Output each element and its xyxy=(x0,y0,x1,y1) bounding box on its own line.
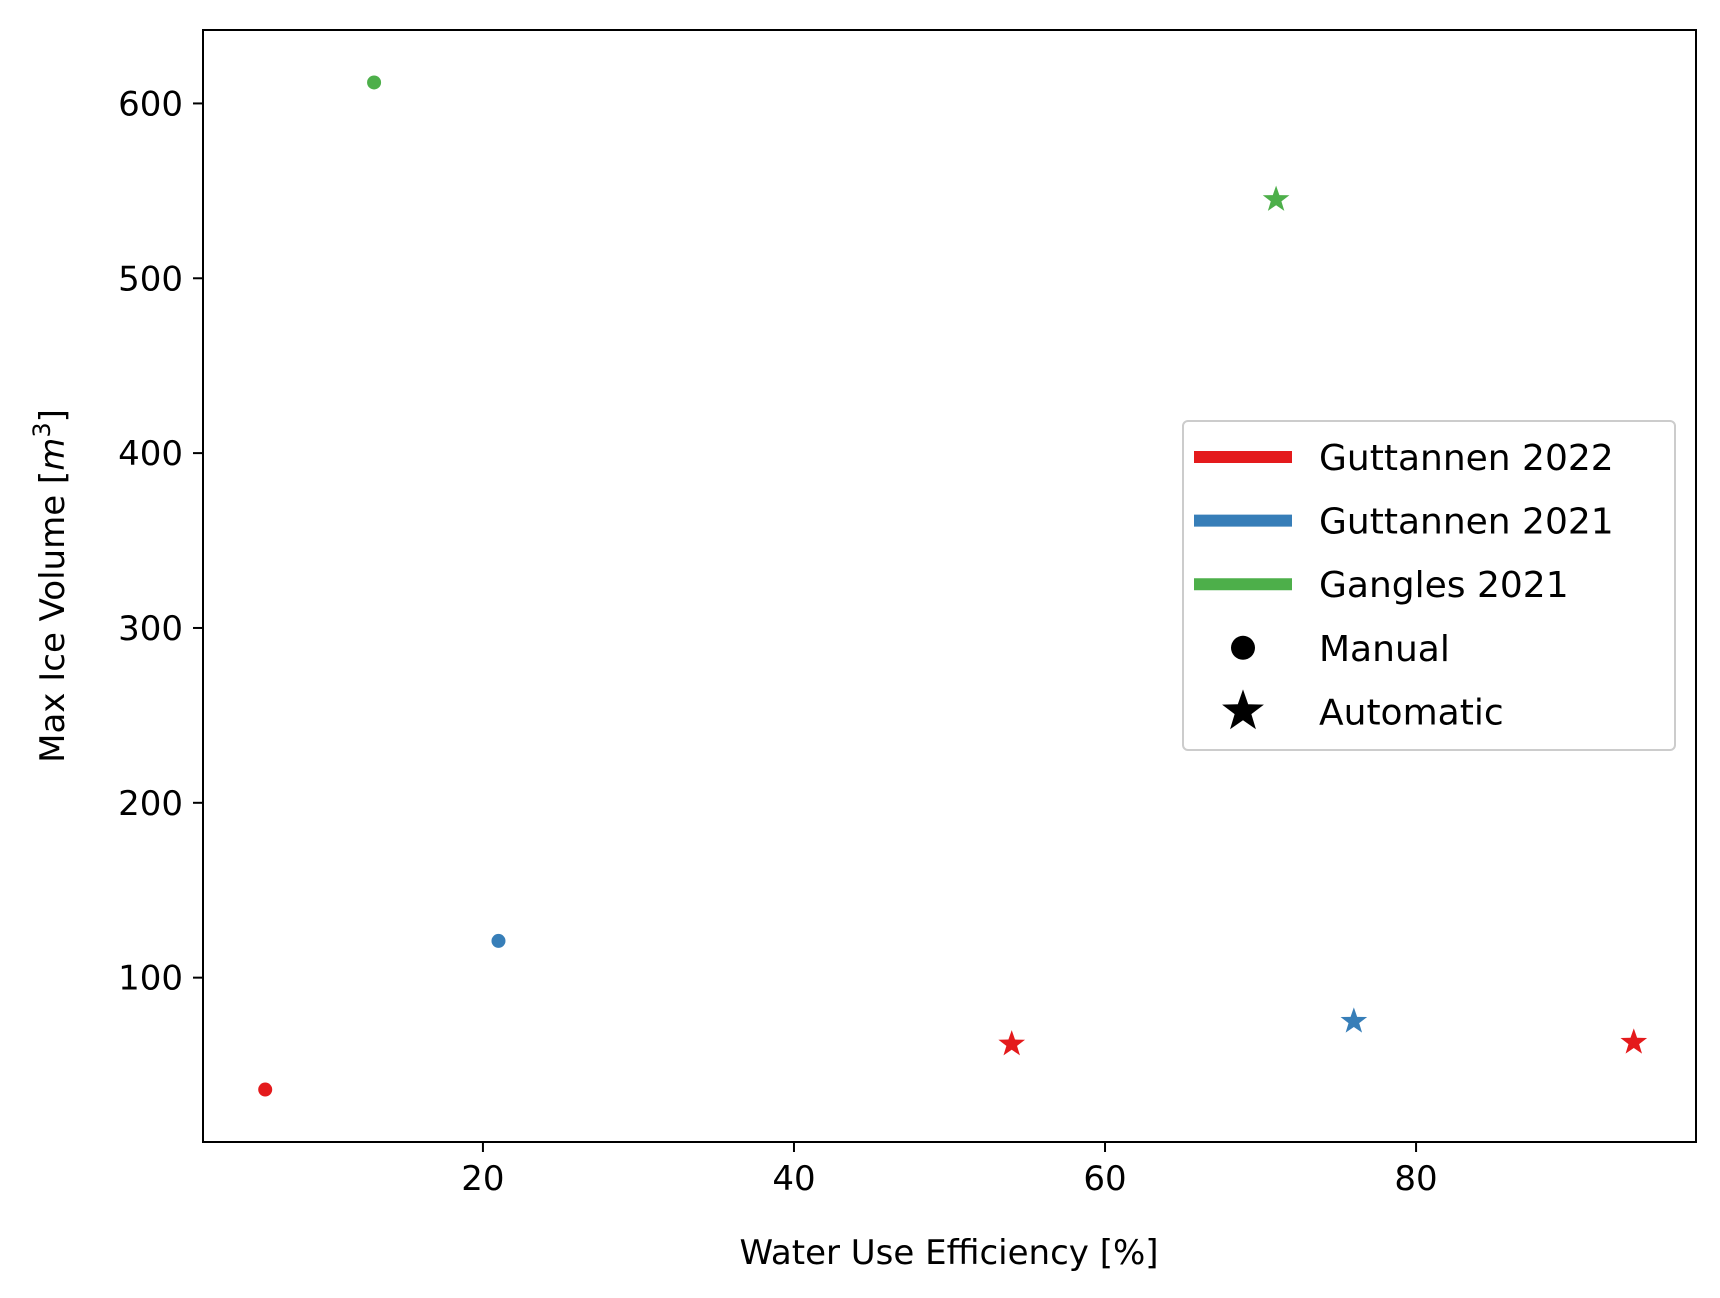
plot-frame xyxy=(202,29,1697,1143)
y-tick-label: 600 xyxy=(118,84,183,124)
x-tick-label: 80 xyxy=(1394,1159,1437,1199)
legend-series-label: Gangles 2021 xyxy=(1319,565,1569,606)
x-axis-label: Water Use Efficiency [%] xyxy=(739,1233,1158,1273)
y-tick-label: 300 xyxy=(118,609,183,649)
data-point-automatic xyxy=(1340,1007,1368,1033)
x-tick-label: 20 xyxy=(461,1159,504,1199)
data-point-manual xyxy=(258,1082,273,1097)
data-marks xyxy=(258,75,1648,1097)
legend: Guttannen 2022 Guttannen 2021 Gangles 2021… xyxy=(1182,420,1676,751)
x-tick-label: 60 xyxy=(1083,1159,1126,1199)
legend-marker-label: Manual xyxy=(1319,629,1450,670)
data-point-automatic xyxy=(1620,1028,1648,1054)
legend-entries: Guttannen 2022 Guttannen 2021 Gangles 2021… xyxy=(1194,438,1614,733)
x-axis-ticks: 20 40 60 80 xyxy=(461,1142,1438,1199)
data-point-manual xyxy=(367,75,382,90)
y-axis-label: Max Ice Volume [m3] xyxy=(28,409,73,763)
legend-marker-manual xyxy=(1231,635,1255,660)
legend-series-label: Guttannen 2022 xyxy=(1319,438,1614,479)
data-point-automatic xyxy=(1262,185,1290,211)
data-point-manual xyxy=(491,933,506,948)
y-tick-label: 400 xyxy=(118,434,183,474)
legend-marker-label: Automatic xyxy=(1319,692,1504,733)
legend-marker-automatic xyxy=(1222,689,1264,730)
legend-frame xyxy=(1182,420,1676,751)
y-tick-label: 200 xyxy=(118,784,183,824)
y-axis-ticks: 100 200 300 400 500 600 xyxy=(118,84,203,999)
legend-series-label: Guttannen 2021 xyxy=(1319,502,1614,543)
data-point-automatic xyxy=(998,1030,1026,1056)
y-tick-label: 100 xyxy=(118,959,183,999)
x-tick-label: 40 xyxy=(772,1159,815,1199)
y-tick-label: 500 xyxy=(118,259,183,299)
